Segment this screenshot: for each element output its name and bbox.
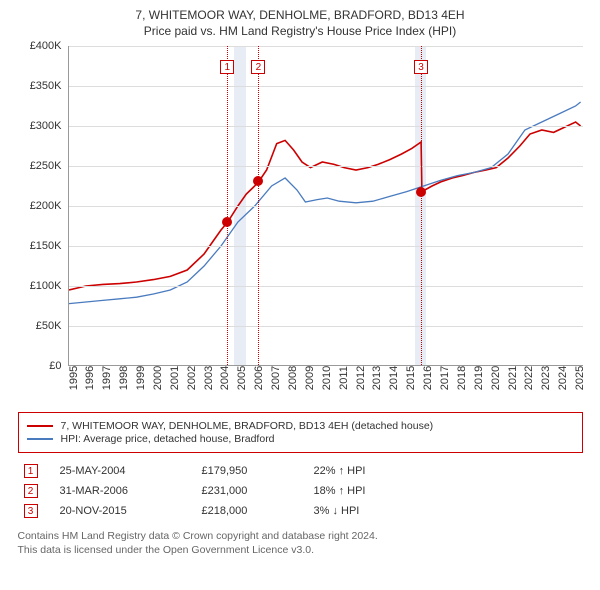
legend-label: HPI: Average price, detached house, Brad… [61, 433, 275, 445]
transaction-marker: 2 [24, 484, 38, 498]
x-tick-label: 2021 [507, 366, 519, 390]
plot-area: 1 2 3 [68, 46, 583, 366]
x-tick-label: 2005 [236, 366, 248, 390]
chart: £0£50K£100K£150K£200K£250K£300K£350K£400… [18, 46, 583, 406]
x-tick-label: 2014 [388, 366, 400, 390]
x-tick-label: 2017 [439, 366, 451, 390]
x-tick-label: 2002 [186, 366, 198, 390]
legend-label: 7, WHITEMOOR WAY, DENHOLME, BRADFORD, BD… [61, 420, 434, 432]
y-tick-label: £250K [30, 160, 62, 172]
legend-row: 7, WHITEMOOR WAY, DENHOLME, BRADFORD, BD… [27, 420, 574, 432]
footer-line2: This data is licensed under the Open Gov… [18, 543, 583, 557]
transaction-row: 2 31-MAR-2006 £231,000 18% ↑ HPI [18, 481, 583, 501]
y-tick-label: £0 [49, 360, 61, 372]
transaction-price: £231,000 [202, 485, 292, 497]
x-tick-label: 2015 [405, 366, 417, 390]
transaction-delta: 18% ↑ HPI [314, 485, 424, 497]
legend: 7, WHITEMOOR WAY, DENHOLME, BRADFORD, BD… [18, 412, 583, 453]
legend-swatch [27, 438, 53, 440]
x-tick-label: 1995 [68, 366, 80, 390]
x-tick-label: 2019 [473, 366, 485, 390]
y-tick-label: £400K [30, 40, 62, 52]
y-tick-label: £100K [30, 280, 62, 292]
x-tick-label: 1999 [135, 366, 147, 390]
transaction-row: 3 20-NOV-2015 £218,000 3% ↓ HPI [18, 501, 583, 521]
transaction-price: £179,950 [202, 465, 292, 477]
x-tick-label: 2008 [287, 366, 299, 390]
y-tick-label: £50K [36, 320, 62, 332]
x-tick-label: 2000 [152, 366, 164, 390]
x-tick-label: 2022 [523, 366, 535, 390]
chart-marker: 1 [220, 60, 234, 74]
legend-row: HPI: Average price, detached house, Brad… [27, 433, 574, 445]
footer: Contains HM Land Registry data © Crown c… [18, 529, 583, 557]
x-tick-label: 2024 [557, 366, 569, 390]
x-tick-label: 2004 [219, 366, 231, 390]
transaction-delta: 22% ↑ HPI [314, 465, 424, 477]
transaction-date: 20-NOV-2015 [60, 505, 180, 517]
y-tick-label: £200K [30, 200, 62, 212]
transaction-price: £218,000 [202, 505, 292, 517]
chart-marker: 2 [251, 60, 265, 74]
transaction-marker: 1 [24, 464, 38, 478]
x-tick-label: 2001 [169, 366, 181, 390]
x-tick-label: 2010 [321, 366, 333, 390]
y-axis-labels: £0£50K£100K£150K£200K£250K£300K£350K£400… [18, 46, 66, 366]
x-tick-label: 2012 [355, 366, 367, 390]
y-tick-label: £300K [30, 120, 62, 132]
x-tick-label: 2006 [253, 366, 265, 390]
x-tick-label: 2013 [371, 366, 383, 390]
y-tick-label: £350K [30, 80, 62, 92]
sale-point [416, 187, 426, 197]
transaction-delta: 3% ↓ HPI [314, 505, 424, 517]
x-tick-label: 1997 [101, 366, 113, 390]
transactions-table: 1 25-MAY-2004 £179,950 22% ↑ HPI 2 31-MAR-200… [18, 461, 583, 521]
transaction-marker: 3 [24, 504, 38, 518]
x-tick-label: 2020 [490, 366, 502, 390]
x-tick-label: 1996 [84, 366, 96, 390]
series-hpi [69, 102, 581, 304]
x-tick-label: 2023 [540, 366, 552, 390]
sale-point [222, 217, 232, 227]
sale-point [253, 176, 263, 186]
x-tick-label: 2018 [456, 366, 468, 390]
footer-line1: Contains HM Land Registry data © Crown c… [18, 529, 583, 543]
x-tick-label: 2009 [304, 366, 316, 390]
chart-marker: 3 [414, 60, 428, 74]
transaction-row: 1 25-MAY-2004 £179,950 22% ↑ HPI [18, 461, 583, 481]
transaction-date: 31-MAR-2006 [60, 485, 180, 497]
transaction-date: 25-MAY-2004 [60, 465, 180, 477]
chart-title-line1: 7, WHITEMOOR WAY, DENHOLME, BRADFORD, BD… [16, 8, 584, 22]
x-tick-label: 2025 [574, 366, 586, 390]
chart-title-line2: Price paid vs. HM Land Registry's House … [16, 24, 584, 38]
x-axis-labels: 1995 1996 1997 1998 1999 2000 2001 2002 2003 2004… [68, 368, 583, 408]
x-tick-label: 2007 [270, 366, 282, 390]
legend-swatch [27, 425, 53, 427]
x-tick-label: 1998 [118, 366, 130, 390]
x-tick-label: 2011 [338, 366, 350, 390]
x-tick-label: 2016 [422, 366, 434, 390]
x-tick-label: 2003 [203, 366, 215, 390]
y-tick-label: £150K [30, 240, 62, 252]
